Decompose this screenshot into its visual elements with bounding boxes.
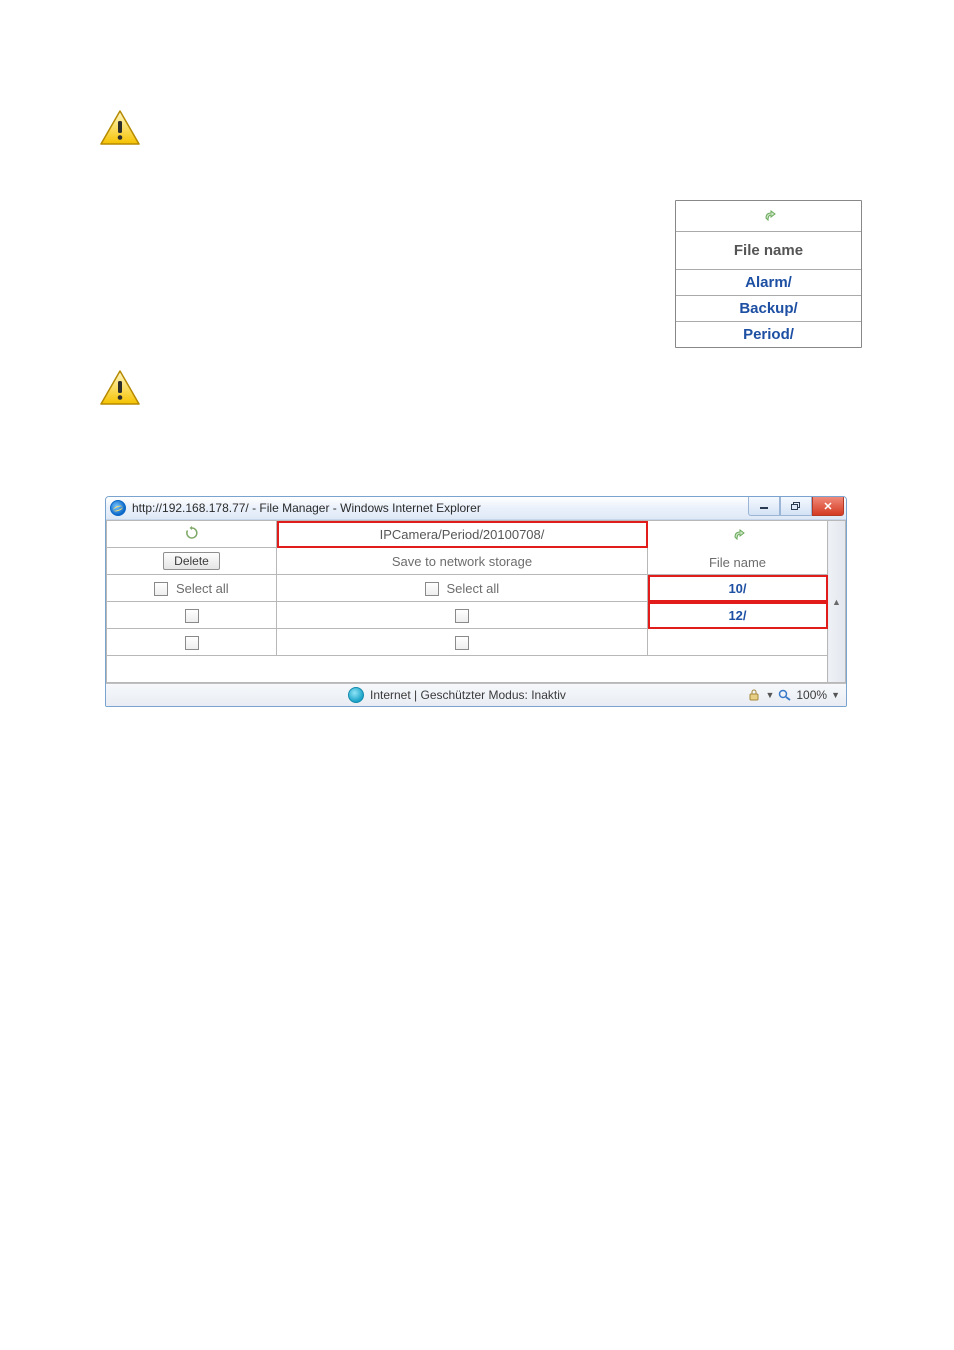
- status-text: Internet | Geschützter Modus: Inaktiv: [370, 688, 566, 702]
- scrollbar[interactable]: ▲: [828, 521, 846, 683]
- internet-zone-icon: [348, 687, 364, 703]
- chevron-down-icon[interactable]: ▼: [765, 690, 774, 700]
- column-header-filename: File name: [676, 231, 861, 269]
- refresh-icon: [184, 525, 200, 541]
- select-all-mid-label: Select all: [446, 581, 499, 596]
- select-all-left-cell[interactable]: Select all: [107, 575, 277, 602]
- window-titlebar: http://192.168.178.77/ - File Manager - …: [106, 497, 846, 520]
- checkbox-icon: [455, 636, 469, 650]
- file-manager-grid: IPCamera/Period/20100708/ File name: [106, 520, 846, 683]
- security-icon: [747, 689, 761, 701]
- column-header-filename: File name: [652, 555, 823, 570]
- row-checkbox-left[interactable]: [107, 629, 277, 656]
- back-up-icon[interactable]: [760, 207, 778, 225]
- scroll-up-icon: ▲: [828, 597, 845, 607]
- empty-file-cell: [648, 629, 828, 656]
- zoom-icon: [778, 689, 792, 701]
- folder-link-alarm[interactable]: Alarm/: [745, 274, 792, 291]
- row-checkbox-mid[interactable]: [277, 629, 648, 656]
- folder-link-backup[interactable]: Backup/: [739, 300, 797, 317]
- checkbox-icon: [425, 582, 439, 596]
- folder-list-mini-table: File name Alarm/ Backup/ Period/: [675, 200, 862, 348]
- row-checkbox-mid[interactable]: [277, 602, 648, 629]
- save-to-network-label: Save to network storage: [277, 548, 648, 575]
- checkbox-icon: [455, 609, 469, 623]
- file-row-1[interactable]: 12/: [648, 602, 828, 629]
- warning-icon: [100, 370, 140, 406]
- warning-icon: [100, 110, 140, 146]
- zoom-label: 100%: [796, 688, 827, 702]
- chevron-down-icon[interactable]: ▼: [831, 690, 840, 700]
- select-all-mid-cell[interactable]: Select all: [277, 575, 648, 602]
- delete-button[interactable]: Delete: [163, 552, 220, 570]
- select-all-left-label: Select all: [176, 581, 229, 596]
- back-up-icon: [730, 527, 746, 543]
- delete-cell: Delete: [107, 548, 277, 575]
- file-manager-window: http://192.168.178.77/ - File Manager - …: [105, 496, 847, 707]
- back-up-cell[interactable]: File name: [648, 521, 828, 575]
- folder-link-period[interactable]: Period/: [743, 326, 794, 343]
- window-close-button[interactable]: ✕: [812, 497, 844, 516]
- checkbox-icon: [154, 582, 168, 596]
- window-title: http://192.168.178.77/ - File Manager - …: [132, 501, 481, 515]
- file-row-0[interactable]: 10/: [648, 575, 828, 602]
- window-maximize-button[interactable]: [780, 497, 812, 516]
- checkbox-icon: [185, 609, 199, 623]
- status-bar: Internet | Geschützter Modus: Inaktiv ▼ …: [106, 683, 846, 706]
- refresh-cell[interactable]: [107, 521, 277, 548]
- internet-explorer-icon: [110, 500, 126, 516]
- breadcrumb-path: IPCamera/Period/20100708/: [277, 521, 648, 548]
- row-checkbox-left[interactable]: [107, 602, 277, 629]
- checkbox-icon: [185, 636, 199, 650]
- window-minimize-button[interactable]: [748, 497, 780, 516]
